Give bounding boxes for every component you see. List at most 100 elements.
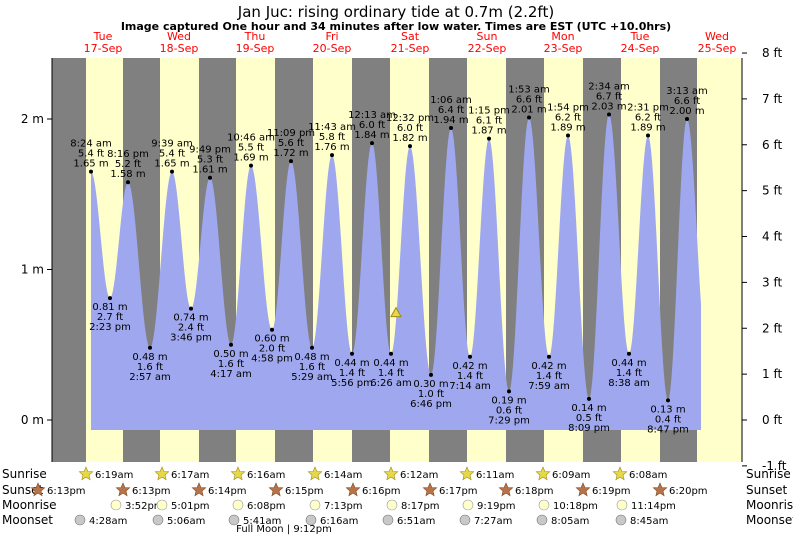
high-tide-time: 2:31 pm (627, 103, 669, 114)
day-name: Sat (401, 30, 420, 43)
high-tide-time: 8:16 pm (107, 149, 149, 160)
sunset-time: 6:16pm (362, 486, 401, 497)
moonrise-time: 7:13pm (324, 501, 363, 512)
moonrise-icon (110, 499, 122, 511)
y-tick-label-right: 5 ft (762, 184, 782, 198)
sunset-time: 6:18pm (515, 486, 554, 497)
day-name: Fri (325, 30, 338, 43)
y-tick-label-left: 0 m (21, 413, 44, 427)
low-tide-m: 0.30 m (413, 379, 448, 390)
low-tide-time: 8:47 pm (647, 424, 689, 435)
day-date: 18-Sep (160, 42, 199, 55)
moonrise-time: 8:17pm (401, 501, 440, 512)
day-date: 25-Sep (698, 42, 737, 55)
moonrise-icon (386, 499, 398, 511)
low-tide-ft: 1.6 ft (299, 362, 325, 373)
y-tick-label-right: 4 ft (762, 230, 782, 244)
day-date: 19-Sep (236, 42, 275, 55)
tide-point-low (587, 396, 591, 401)
high-tide-ft: 6.0 ft (397, 123, 423, 134)
sunrise-time: 6:19am (95, 470, 133, 481)
sunset-icon (191, 482, 207, 497)
moonset-time: 7:27am (474, 516, 512, 527)
high-tide-m: 1.82 m (392, 133, 427, 144)
moonset-icon (74, 514, 86, 526)
sunset-time: 6:13pm (47, 486, 86, 497)
sunset-icon (652, 482, 668, 497)
moonrise-time: 11:14pm (631, 501, 676, 512)
low-tide-m: 0.44 m (334, 358, 369, 369)
sunset-icon (268, 482, 284, 497)
tide-point-low (148, 345, 152, 350)
sunrise-icon (535, 466, 551, 481)
day-date: 23-Sep (544, 42, 583, 55)
day-name: Thu (244, 30, 266, 43)
tide-point-low (108, 296, 112, 301)
chart-subtitle: Image captured One hour and 34 minutes a… (121, 20, 671, 33)
night-band (52, 58, 86, 462)
sunrise-icon (459, 466, 475, 481)
y-axis-left: 0 m 1 m 2 m (21, 58, 53, 462)
moonset-icon (536, 514, 548, 526)
low-tide-ft: 0.5 ft (576, 413, 602, 424)
high-tide-m: 1.89 m (630, 123, 665, 134)
high-tide-ft: 5.4 ft (78, 149, 104, 160)
day-name: Wed (705, 30, 729, 43)
high-tide-ft: 5.6 ft (278, 138, 304, 149)
sunset-time: 6:15pm (285, 486, 324, 497)
sunset-time: 6:14pm (208, 486, 247, 497)
low-tide-time: 7:29 pm (488, 415, 530, 426)
day-name: Wed (167, 30, 191, 43)
moonset-icon (382, 514, 394, 526)
y-tick-label-right: 3 ft (762, 275, 782, 289)
high-tide-m: 1.72 m (273, 148, 308, 159)
high-tide-ft: 6.7 ft (596, 91, 622, 102)
y-tick-label-left: 1 m (21, 263, 44, 277)
high-tide-ft: 6.6 ft (516, 94, 542, 105)
low-tide-time: 2:57 am (129, 372, 171, 383)
tide-point-high (249, 163, 253, 168)
high-tide-m: 1.89 m (550, 123, 585, 134)
moonrise-icon (309, 499, 321, 511)
sunset-icon (115, 482, 131, 497)
low-tide-m: 0.19 m (491, 395, 526, 406)
moonset-icon (305, 514, 317, 526)
low-tide-m: 0.81 m (92, 302, 127, 313)
moonrise-time: 6:08pm (247, 501, 286, 512)
low-tide-ft: 1.6 ft (137, 362, 163, 373)
high-tide-ft: 6.6 ft (674, 96, 700, 107)
moonrise-icon (538, 499, 550, 511)
tide-point-high (170, 169, 174, 174)
high-tide-time: 9:39 am (151, 139, 193, 150)
day-name: Sun (477, 30, 498, 43)
tide-point-low (468, 354, 472, 359)
low-tide-m: 0.42 m (531, 361, 566, 372)
low-tide-time: 7:14 am (449, 381, 491, 392)
high-tide-m: 1.65 m (73, 159, 108, 170)
low-tide-time: 7:59 am (528, 381, 570, 392)
low-tide-ft: 1.6 ft (218, 359, 244, 370)
tide-point-high (330, 153, 334, 158)
tide-point-low (627, 351, 631, 356)
high-tide-ft: 6.1 ft (476, 116, 502, 127)
low-tide-time: 8:38 am (608, 378, 650, 389)
row-label-right: Moonset (746, 513, 793, 527)
moonrise-time: 5:01pm (171, 501, 210, 512)
moonset-icon (152, 514, 164, 526)
moonset-icon (459, 514, 471, 526)
high-tide-ft: 6.0 ft (359, 120, 385, 131)
high-tide-time: 11:09 pm (267, 128, 315, 139)
high-tide-m: 1.76 m (314, 142, 349, 153)
high-tide-m: 1.65 m (154, 159, 189, 170)
current-tide-marker (390, 306, 402, 318)
tide-point-low (389, 351, 393, 356)
high-tide-time: 8:24 am (70, 139, 112, 150)
low-tide-ft: 0.4 ft (655, 414, 681, 425)
sunrise-time: 6:09am (552, 470, 590, 481)
low-tide-m: 0.48 m (294, 352, 329, 363)
day-name: Tue (93, 30, 113, 43)
sunset-time: 6:13pm (132, 486, 171, 497)
low-tide-time: 6:26 am (370, 378, 412, 389)
